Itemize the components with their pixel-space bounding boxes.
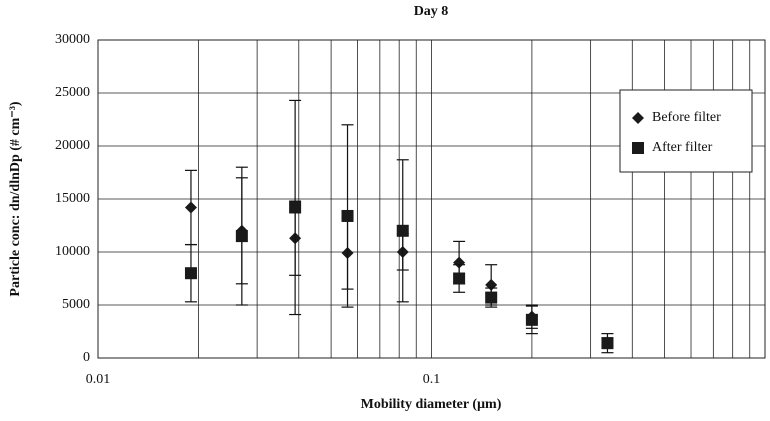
point (601, 337, 614, 350)
point (341, 209, 354, 222)
y-tick-label: 30000 (55, 32, 90, 47)
point (485, 291, 498, 304)
y-tick-label: 0 (83, 350, 90, 365)
y-axis-title: Particle conc: dn/dlnDp (# cm⁻³) (8, 101, 23, 296)
point (184, 201, 197, 214)
chart-title: Day 8 (414, 4, 449, 19)
legend-label: After filter (652, 140, 713, 155)
plot-frame (97, 39, 766, 359)
point (184, 267, 197, 280)
x-axis-title: Mobility diameter (µm) (361, 397, 502, 412)
legend-marker (632, 142, 644, 154)
y-tick-label: 20000 (55, 138, 90, 153)
y-tick-label: 15000 (55, 191, 90, 206)
legend-label: Before filter (652, 110, 721, 125)
x-tick-label: 0.01 (86, 372, 111, 387)
y-tick-label: 10000 (55, 244, 90, 259)
point (453, 272, 466, 285)
legend-box (619, 89, 753, 173)
point (453, 256, 466, 269)
y-tick-label: 25000 (55, 85, 90, 100)
x-tick-label: 0.1 (423, 372, 441, 387)
legend-marker (632, 112, 644, 124)
point (289, 201, 302, 214)
point (396, 224, 409, 237)
point (235, 230, 248, 243)
point (525, 313, 538, 326)
y-tick-label: 5000 (62, 297, 90, 312)
